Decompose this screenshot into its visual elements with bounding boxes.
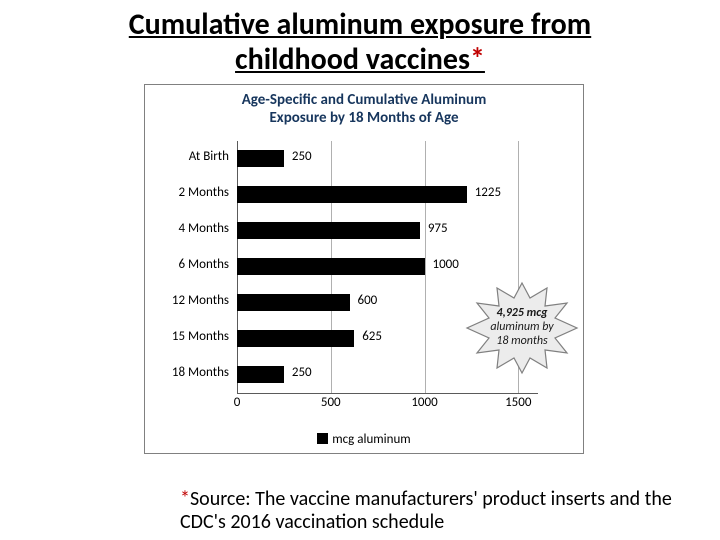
bar-value-label: 1225 <box>475 185 501 200</box>
bar <box>237 366 284 383</box>
chart-title-line1: Age-Specific and Cumulative Aluminum <box>242 91 487 109</box>
bar-value-label: 600 <box>358 293 378 308</box>
bar-value-label: 1000 <box>433 257 459 272</box>
x-tick-label: 1000 <box>405 395 445 410</box>
x-tick-label: 0 <box>217 395 257 410</box>
bar-row: 6 Months1000 <box>237 249 537 285</box>
bar-row: At Birth250 <box>237 141 537 177</box>
y-category-label: 4 Months <box>153 221 237 236</box>
bar-value-label: 625 <box>362 329 382 344</box>
x-tick-label: 1500 <box>498 395 538 410</box>
y-category-label: 12 Months <box>153 293 237 308</box>
bar-row: 2 Months1225 <box>237 177 537 213</box>
chart-title-line2: Exposure by 18 Months of Age <box>269 109 458 127</box>
page-title-line1: Cumulative aluminum exposure from <box>129 6 591 43</box>
bar-value-label: 250 <box>292 149 312 164</box>
bar-value-label: 975 <box>428 221 448 236</box>
bar-row: 15 Months625 <box>237 321 537 357</box>
x-tick-label: 500 <box>311 395 351 410</box>
bar-value-label: 250 <box>292 365 312 380</box>
bar-row: 18 Months250 <box>237 357 537 393</box>
chart-frame: Age-Specific and Cumulative Aluminum Exp… <box>144 84 584 454</box>
bar-row: 4 Months975 <box>237 213 537 249</box>
bar <box>237 186 467 203</box>
page-title-line2: childhood vaccines* <box>235 41 485 78</box>
bar <box>237 294 350 311</box>
y-category-label: 2 Months <box>153 185 237 200</box>
bar <box>237 150 284 167</box>
chart-title: Age-Specific and Cumulative Aluminum Exp… <box>145 91 583 127</box>
source-asterisk: * <box>180 487 190 511</box>
plot-area: 050010001500At Birth2502 Months12254 Mon… <box>237 141 537 393</box>
y-category-label: 15 Months <box>153 329 237 344</box>
page-title-line2-text: childhood vaccines <box>235 41 470 78</box>
bar-row: 12 Months600 <box>237 285 537 321</box>
y-category-label: 18 Months <box>153 365 237 380</box>
y-category-label: 6 Months <box>153 257 237 272</box>
title-asterisk: * <box>470 41 485 78</box>
bar <box>237 222 420 239</box>
y-category-label: At Birth <box>153 149 237 164</box>
source-note: *Source: The vaccine manufacturers' prod… <box>180 488 700 534</box>
legend-label: mcg aluminum <box>332 432 410 447</box>
page: Cumulative aluminum exposure from childh… <box>0 0 720 540</box>
page-title: Cumulative aluminum exposure from childh… <box>40 6 680 76</box>
bar <box>237 330 354 347</box>
legend: mcg aluminum <box>145 432 583 447</box>
source-text: Source: The vaccine manufacturers' produ… <box>180 487 672 534</box>
bar <box>237 258 425 275</box>
legend-swatch <box>317 433 328 444</box>
